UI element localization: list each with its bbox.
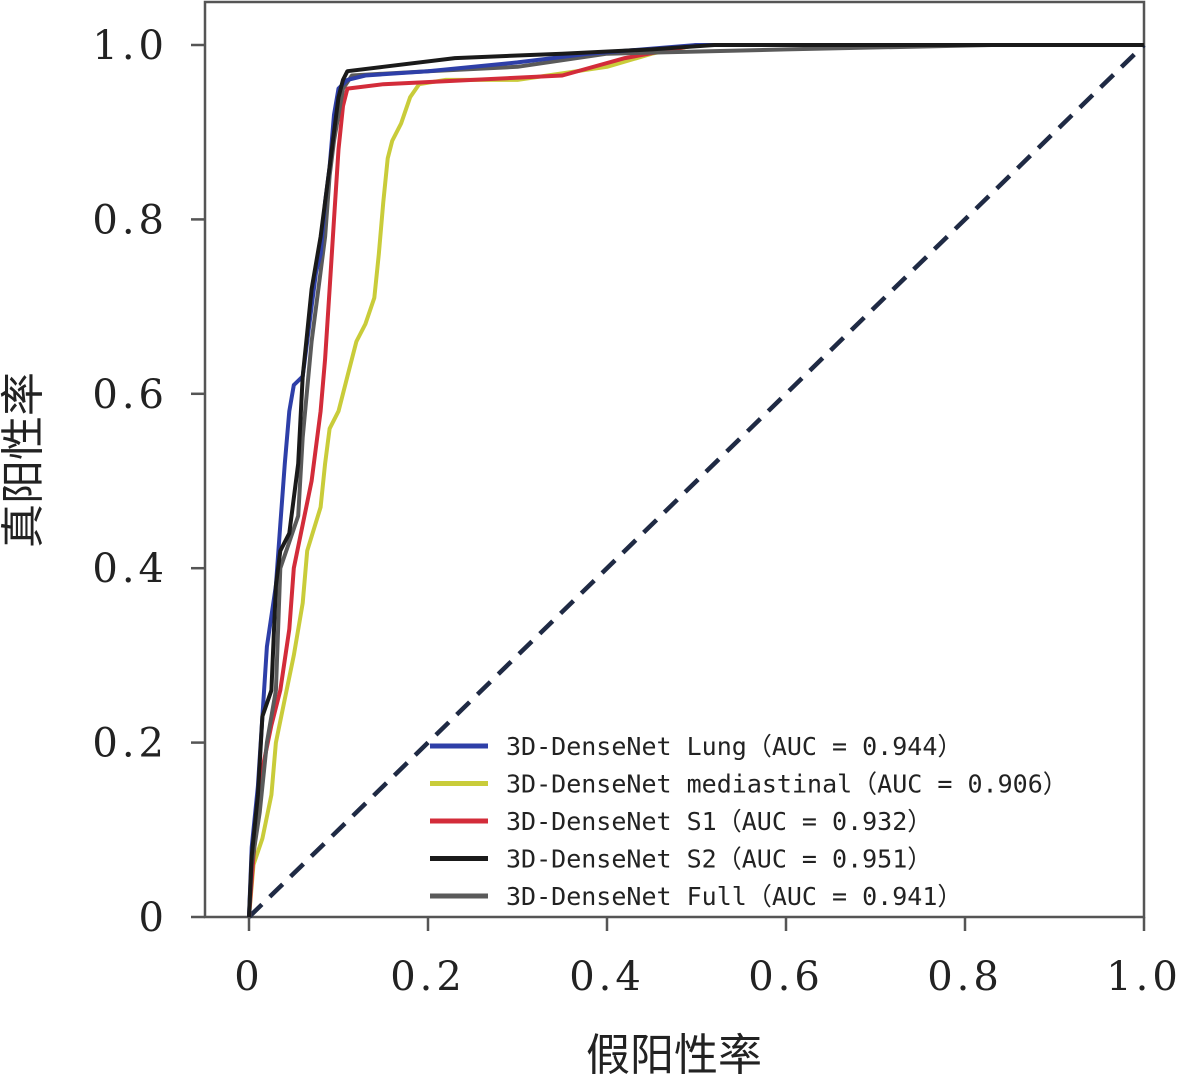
- plot-frame: [203, 0, 1146, 919]
- series-line-4: [247, 43, 1144, 918]
- y-tick-label: 0.6: [92, 372, 168, 418]
- diagonal-reference-line: [247, 43, 1146, 919]
- x-tick-label: 0.8: [927, 954, 1003, 1000]
- y-axis-title: 真阳性率: [0, 372, 49, 548]
- legend-label-3: 3D-DenseNet S2（AUC = 0.951）: [506, 845, 932, 874]
- legend-label-1: 3D-DenseNet mediastinal（AUC = 0.906）: [506, 770, 1068, 799]
- y-tick-label: 0.2: [92, 721, 168, 767]
- y-tick-label: 0: [139, 895, 168, 941]
- x-tick-label: 0.2: [390, 954, 466, 1000]
- x-tick-label: 0.4: [569, 954, 645, 1000]
- x-axis-ticks: 0 0.2 0.4 0.6 0.8 1.0: [234, 917, 1182, 1000]
- x-tick-label: 0: [234, 954, 263, 1000]
- y-tick-label: 0.4: [92, 546, 168, 592]
- series-group: [247, 43, 1144, 918]
- legend-label-2: 3D-DenseNet S1（AUC = 0.932）: [506, 807, 932, 836]
- legend-label-0: 3D-DenseNet Lung（AUC = 0.944）: [506, 732, 962, 761]
- series-line-3: [247, 43, 1144, 918]
- x-tick-label: 1.0: [1106, 954, 1182, 1000]
- y-axis-ticks: 0 0.2 0.4 0.6 0.8 1.0: [92, 23, 205, 941]
- x-axis-title: 假阳性率: [586, 1030, 762, 1081]
- y-tick-label: 1.0: [92, 23, 168, 69]
- y-tick-label: 0.8: [92, 197, 168, 243]
- series-line-2: [247, 43, 1144, 918]
- legend: 3D-DenseNet Lung（AUC = 0.944） 3D-DenseNet…: [430, 732, 1068, 911]
- x-tick-label: 0.6: [748, 954, 824, 1000]
- legend-label-4: 3D-DenseNet Full（AUC = 0.941）: [506, 882, 962, 911]
